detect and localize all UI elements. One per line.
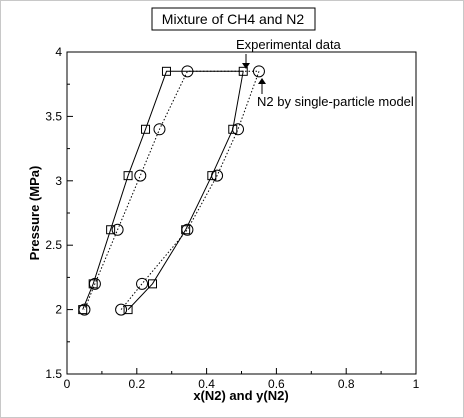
data-point-circle [134,169,147,182]
data-point-circle [88,277,101,290]
series-line-1 [82,70,244,310]
annotation-experimental: Experimental data [236,37,342,52]
data-point-circle [211,169,224,182]
data-point-circle [78,303,91,316]
data-point-circle [153,123,166,136]
x-axis-title: x(N2) and y(N2) [193,388,288,403]
data-point-circle [232,123,245,136]
data-point-circle [181,65,194,78]
data-point-circle [181,223,194,236]
title-box [151,7,316,31]
data-point-circle [252,65,265,78]
data-point-circle [111,223,124,236]
y-tick-label: 2 [55,303,62,317]
data-point-circle [136,277,149,290]
data-point-square [141,124,151,134]
y-tick-label: 4 [55,45,62,59]
x-tick-label: 0.8 [338,377,355,391]
axis-ticks: 0 0.2 0.4 0.6 0.8 1 1.5 2 2.5 3 3.5 4 [45,45,419,391]
x-tick-label: 0.2 [128,377,145,391]
series-line-2 [84,70,260,310]
data-point-square [161,66,171,76]
chart-title: Mixture of CH4 and N2 [162,11,305,27]
x-tick-label: 0 [64,377,71,391]
data-point-square [238,66,248,76]
data-point-square [207,171,217,181]
y-tick-label: 3.5 [45,109,62,123]
series-markers [78,65,265,316]
data-point-square [106,225,116,235]
y-tick-label: 2.5 [45,238,62,252]
y-tick-label: 1.5 [45,367,62,381]
series-lines [82,70,260,310]
annotation-model: N2 by single-particle model [257,94,414,109]
annotation-model-arrowhead [258,78,266,84]
y-tick-label: 3 [55,174,62,188]
y-axis-title: Pressure (MPa) [27,166,42,261]
data-point-square [228,124,238,134]
data-point-circle [115,303,128,316]
data-point-square [123,171,133,181]
data-point-square [148,279,158,289]
data-point-square [123,305,133,315]
annotation-experimental-arrowhead [242,63,250,69]
x-tick-label: 0.4 [198,377,215,391]
x-tick-label: 0.6 [268,377,285,391]
x-tick-label: 1 [413,377,420,391]
